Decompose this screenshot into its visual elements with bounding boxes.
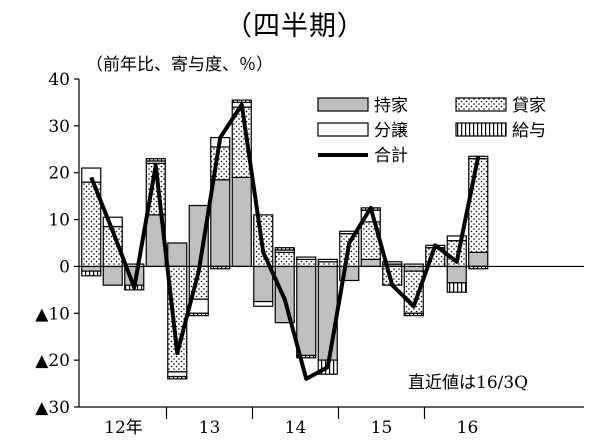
bar-segment-14/4Q-貸家: [317, 261, 338, 268]
legend-swatch-給与: [455, 122, 507, 137]
bar-segment-14/3Q-貸家: [296, 258, 317, 268]
legend-label-分譲: 分譲: [374, 121, 408, 141]
bar-segment-12/2Q-持家: [102, 265, 123, 286]
bar-segment-16/2Q-持家: [446, 265, 467, 284]
bar-segment-15/1Q-分譲: [339, 230, 360, 235]
y-tick-label: ▲20: [35, 351, 70, 371]
legend-label-貸家: 貸家: [512, 96, 546, 116]
bar-segment-14/2Q-給与: [274, 247, 295, 251]
y-tick-label: 40: [48, 70, 70, 90]
legend-swatch-貸家: [455, 97, 507, 112]
bar-segment-13/2Q-給与: [188, 312, 209, 317]
bar-segment-13/1Q-持家: [167, 242, 188, 268]
total-line-layer: [89, 102, 481, 381]
x-year-label: 15: [371, 418, 393, 438]
y-tick-label: ▲10: [35, 304, 70, 324]
bar-segment-12/1Q-給与: [81, 270, 102, 277]
bar-segment-16/3Q-貸家: [468, 158, 489, 253]
x-year-label: 14: [285, 418, 307, 438]
bar-segment-13/4Q-給与: [231, 99, 252, 104]
bar-segment-13/1Q-分譲: [167, 371, 188, 378]
bar-segment-14/4Q-持家: [317, 265, 338, 361]
bar-segment-14/4Q-分譲: [317, 258, 338, 263]
y-tick-label: 0: [59, 257, 70, 277]
bar-segment-16/2Q-分譲: [446, 235, 467, 242]
legend-label-合計: 合計: [374, 146, 408, 166]
y-tick-label: 10: [48, 211, 70, 231]
bar-segment-13/1Q-給与: [167, 375, 188, 380]
legend-label-給与: 給与: [512, 121, 546, 141]
y-tick-label: 20: [48, 164, 70, 184]
x-year-label: 13: [199, 418, 221, 438]
y-tick-label: ▲30: [35, 398, 70, 418]
bar-segment-12/4Q-給与: [145, 158, 166, 162]
y-tick-label: 30: [48, 117, 70, 137]
legend-swatch-分譲: [317, 122, 369, 137]
bar-segment-15/4Q-持家: [403, 265, 424, 272]
bar-segment-14/3Q-給与: [296, 354, 317, 359]
bar-segment-14/3Q-分譲: [296, 256, 317, 260]
x-year-label: 16: [457, 418, 479, 438]
bar-segment-15/3Q-分譲: [382, 261, 403, 265]
bar-segment-14/1Q-持家: [253, 265, 274, 303]
bar-segment-14/1Q-分譲: [253, 300, 274, 307]
bar-segment-13/3Q-持家: [210, 179, 231, 268]
axes-layer: 40 30 20 10 0 ▲10 ▲20 ▲30 12年 13 14 15 16: [35, 70, 584, 438]
series-line-合計: [89, 102, 481, 381]
bar-segment-16/2Q-給与: [446, 282, 467, 293]
bar-segment-14/2Q-貸家: [274, 251, 295, 268]
unit-label: （前年比、寄与度、％）: [86, 55, 273, 75]
x-year-label: 12年: [104, 418, 143, 438]
legend-label-持家: 持家: [374, 96, 408, 116]
bar-segment-13/4Q-持家: [231, 176, 252, 268]
bar-segment-15/2Q-持家: [360, 258, 381, 268]
bar-segment-12/1Q-持家: [81, 265, 102, 272]
bar-segment-16/3Q-持家: [468, 251, 489, 268]
bar-segment-14/3Q-持家: [296, 265, 317, 357]
bar-segment-15/4Q-給与: [403, 312, 424, 317]
legend-swatch-持家: [317, 97, 369, 112]
chart-title: （四半期）: [225, 11, 365, 42]
latest-value-note: 直近値は16/3Q: [408, 373, 528, 393]
